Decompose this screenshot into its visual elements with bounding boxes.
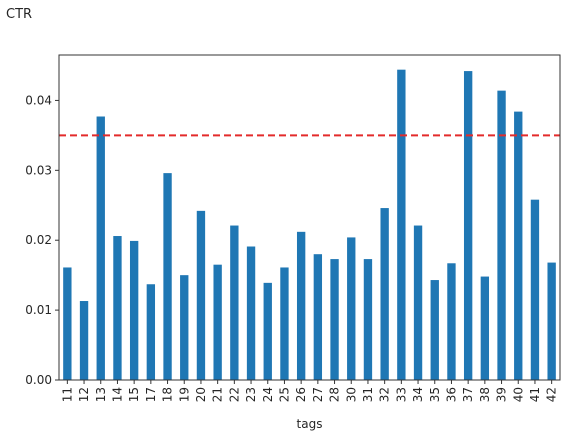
bar-37 — [463, 71, 473, 381]
x-tick-label: 12 — [77, 387, 91, 402]
x-tick-label: 34 — [411, 387, 425, 402]
x-tick-label: 21 — [211, 387, 225, 402]
x-tick-label: 41 — [528, 387, 542, 402]
y-tick-label: 0.00 — [25, 373, 52, 387]
x-tick-label: 13 — [94, 387, 108, 402]
bar-38 — [480, 276, 490, 380]
bar-28 — [330, 259, 339, 380]
bar-31 — [363, 259, 373, 380]
y-axis: 0.00 0.01 0.02 0.03 0.04 — [25, 93, 59, 387]
bar-36 — [447, 263, 456, 380]
bars-group — [63, 69, 556, 381]
x-axis: 11 12 13 14 15 17 18 19 20 21 22 23 24 25 26 27 28 30 31 32… — [60, 380, 559, 402]
bar-40 — [514, 111, 523, 380]
x-axis-label: tags — [297, 417, 323, 431]
bar-23 — [246, 246, 256, 380]
bar-22 — [230, 225, 239, 380]
x-tick-label: 18 — [161, 387, 175, 402]
x-tick-label: 11 — [60, 387, 74, 402]
x-tick-label: 37 — [461, 387, 475, 402]
x-tick-label: 39 — [495, 387, 509, 402]
bar-11 — [63, 267, 72, 380]
bar-13 — [96, 116, 105, 381]
x-tick-label: 25 — [277, 387, 291, 402]
bar-17 — [146, 284, 156, 380]
chart-title: CTR — [6, 7, 32, 22]
x-tick-label: 22 — [227, 387, 241, 402]
bar-34 — [413, 225, 423, 380]
bar-41 — [530, 199, 540, 380]
x-tick-label: 17 — [144, 387, 158, 402]
x-tick-label: 15 — [127, 387, 141, 402]
bar-21 — [213, 264, 222, 380]
x-tick-label: 19 — [177, 387, 191, 402]
bar-25 — [280, 267, 289, 380]
x-tick-label: 42 — [545, 387, 559, 402]
x-tick-label: 28 — [328, 387, 342, 402]
x-tick-label: 23 — [244, 387, 258, 402]
x-tick-label: 38 — [478, 387, 492, 402]
bar-32 — [380, 208, 389, 380]
bar-35 — [430, 280, 439, 380]
bar-24 — [263, 282, 272, 380]
x-tick-label: 33 — [394, 387, 408, 402]
bar-30 — [347, 237, 356, 380]
bar-27 — [313, 254, 323, 380]
bar-18 — [163, 173, 172, 380]
x-tick-label: 30 — [344, 387, 358, 402]
y-tick-label: 0.01 — [25, 303, 52, 317]
bar-26 — [296, 231, 306, 380]
x-tick-label: 36 — [444, 387, 458, 402]
bar-14 — [113, 236, 122, 380]
x-tick-label: 14 — [110, 387, 124, 402]
plot-frame — [58, 54, 561, 381]
y-tick-label: 0.02 — [25, 233, 52, 247]
y-tick-label: 0.04 — [25, 93, 52, 107]
x-tick-label: 40 — [511, 387, 525, 402]
bar-12 — [79, 301, 89, 380]
bar-42 — [547, 262, 556, 380]
y-tick-label: 0.03 — [25, 163, 52, 177]
x-tick-label: 26 — [294, 387, 308, 402]
x-tick-label: 20 — [194, 387, 208, 402]
x-tick-label: 24 — [261, 387, 275, 402]
x-tick-label: 35 — [428, 387, 442, 402]
x-tick-label: 32 — [378, 387, 392, 402]
bar-15 — [129, 240, 139, 380]
bar-20 — [196, 210, 206, 380]
bar-39 — [497, 90, 506, 380]
bar-33 — [397, 69, 406, 380]
bar-19 — [180, 275, 189, 380]
x-tick-label: 27 — [311, 387, 325, 402]
x-tick-label: 31 — [361, 387, 375, 402]
